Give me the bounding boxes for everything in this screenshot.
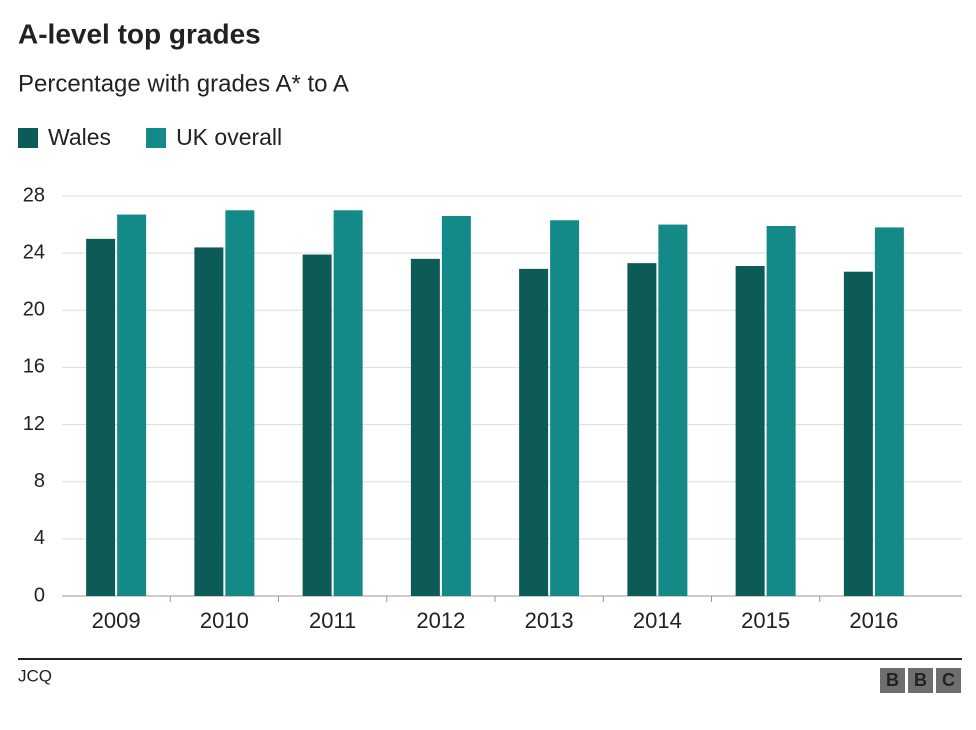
logo-block — [880, 668, 905, 693]
bar — [194, 247, 224, 596]
bar — [658, 224, 688, 597]
logo-letter: B — [886, 670, 899, 690]
bar — [333, 210, 363, 597]
legend-label: UK overall — [176, 124, 282, 150]
logo-block — [936, 668, 961, 693]
bar — [441, 216, 471, 596]
logo-letter: C — [942, 670, 955, 690]
bar — [766, 226, 796, 596]
legend-label: Wales — [48, 124, 111, 150]
x-tick-label: 2013 — [525, 608, 574, 633]
y-tick-label: 24 — [23, 241, 45, 263]
bar — [86, 238, 116, 596]
bar — [302, 254, 332, 597]
y-tick-label: 0 — [34, 584, 45, 606]
bar — [117, 214, 147, 597]
x-tick-label: 2014 — [633, 608, 682, 633]
bar — [843, 271, 873, 596]
y-tick-label: 28 — [23, 184, 45, 206]
source: JCQ — [18, 666, 52, 685]
bar — [225, 210, 255, 597]
chart-title: A-level top grades — [18, 18, 261, 49]
legend-swatch — [146, 128, 167, 148]
logo-block — [908, 668, 933, 693]
x-tick-label: 2010 — [200, 608, 249, 633]
y-tick-label: 20 — [23, 299, 45, 321]
x-tick-label: 2011 — [309, 608, 356, 633]
bar — [410, 258, 440, 596]
chart-subtitle: Percentage with grades A* to A — [18, 70, 349, 97]
y-tick-label: 8 — [34, 470, 45, 492]
x-tick-label: 2016 — [849, 608, 898, 633]
x-tick-label: 2009 — [92, 608, 141, 633]
bar — [550, 220, 580, 597]
bar — [627, 263, 657, 596]
logo-letter: B — [914, 670, 927, 690]
bar — [519, 268, 549, 596]
bar — [735, 266, 765, 596]
legend-swatch — [18, 128, 38, 148]
x-tick-label: 2015 — [741, 608, 790, 633]
x-tick-label: 2012 — [416, 608, 465, 633]
y-tick-label: 4 — [34, 527, 45, 549]
y-tick-label: 16 — [23, 356, 45, 378]
y-tick-label: 12 — [23, 413, 45, 435]
bar — [874, 227, 904, 596]
